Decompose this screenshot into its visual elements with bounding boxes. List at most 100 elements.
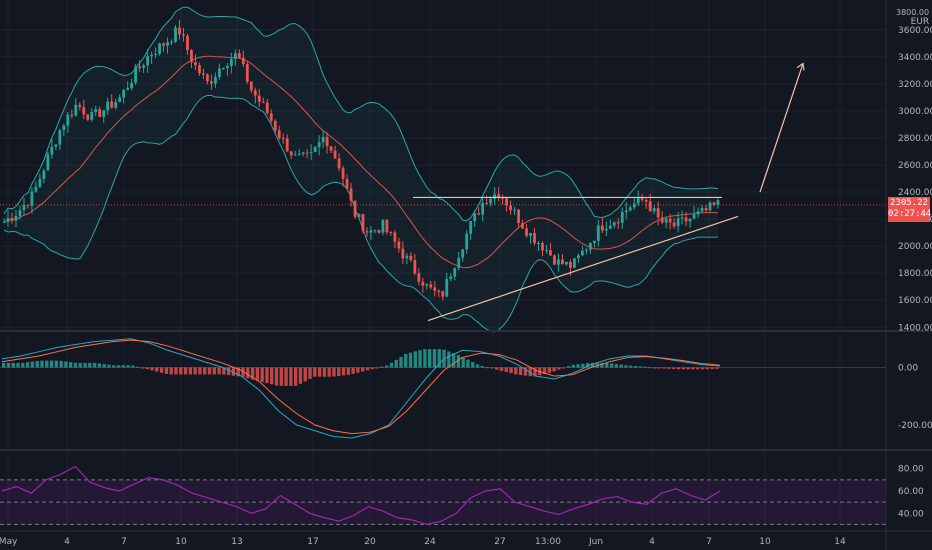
macd-histogram-bar: [404, 353, 408, 368]
candle-body: [269, 113, 273, 121]
macd-histogram-bar: [394, 359, 398, 368]
bollinger-upper: [3, 6, 719, 222]
trend-drawings[interactable]: [0, 62, 886, 322]
candle-body: [178, 27, 181, 35]
candle-body: [313, 147, 317, 153]
price-axis-label: 3600.00: [898, 26, 932, 36]
candle-body: [70, 114, 74, 116]
macd-axis-label: 0.00: [898, 364, 918, 374]
macd-histogram-bar: [547, 367, 552, 373]
macd-histogram-bar: [203, 367, 207, 375]
macd-histogram-bar: [576, 364, 580, 368]
candle-body: [221, 68, 225, 70]
price-axis-label: 1400.00: [898, 323, 932, 333]
macd-indicator[interactable]: [0, 338, 886, 439]
candle-body: [217, 68, 221, 77]
rsi-indicator[interactable]: [1, 465, 721, 526]
price-axis-label: 1800.00: [898, 269, 932, 279]
macd-histogram-bar: [40, 360, 44, 368]
candle-body: [134, 66, 138, 83]
candle-body: [126, 88, 130, 91]
candle-body: [696, 211, 700, 215]
macd-histogram-bar: [274, 367, 279, 386]
candle-body: [150, 54, 153, 57]
macd-histogram-bar: [92, 362, 97, 368]
candle-body: [505, 198, 508, 206]
macd-histogram-bar: [131, 365, 135, 368]
macd-histogram-bar: [64, 361, 68, 368]
candle-body: [716, 200, 720, 205]
candle-body: [297, 153, 301, 155]
candle-body: [660, 217, 664, 223]
macd-histogram-bar: [495, 367, 499, 370]
candle-body: [545, 250, 548, 252]
time-axis-label: 17: [307, 537, 318, 547]
macd-histogram-bar: [466, 359, 470, 368]
macd-histogram-bar: [413, 351, 418, 368]
macd-histogram-bar: [21, 362, 25, 368]
time-axis-label: 4: [64, 537, 70, 547]
macd-histogram-bar: [25, 362, 30, 368]
candle-body: [433, 287, 437, 291]
price-axis[interactable]: 3600.00 3400.00 3200.00 3000.00 2800.00 2600.…: [898, 26, 932, 520]
candle-body: [281, 138, 285, 140]
candle-body: [58, 130, 62, 145]
macd-histogram-bar: [499, 367, 504, 371]
macd-histogram-bar: [600, 362, 604, 368]
macd-histogram-bar: [59, 360, 63, 368]
candle-body: [30, 191, 34, 206]
macd-histogram-bar: [437, 349, 441, 368]
candle-body: [533, 232, 536, 244]
candle-body: [361, 214, 365, 232]
macd-histogram-bar: [428, 349, 432, 368]
macd-histogram-bar: [298, 367, 303, 384]
candle-body: [6, 218, 10, 222]
candle-body: [712, 202, 716, 205]
macd-histogram-bar: [341, 367, 346, 376]
macd-histogram-bar: [332, 367, 336, 377]
candle-body: [437, 290, 441, 292]
candle-body: [521, 223, 524, 229]
candle-body: [241, 57, 245, 65]
price-candles[interactable]: [2, 20, 720, 301]
last-price-value: 2305.22: [890, 198, 928, 208]
candle-body: [22, 204, 26, 211]
candle-body: [2, 221, 6, 223]
projection-arrow-shaft: [759, 63, 804, 193]
bollinger-fill: [3, 7, 719, 332]
candle-body: [632, 203, 636, 208]
macd-histogram-bar: [633, 365, 638, 368]
candle-body: [114, 101, 118, 108]
candle-body: [652, 208, 656, 212]
candle-body: [553, 255, 556, 265]
candle-body: [449, 276, 453, 279]
price-axis-label: 2000.00: [898, 242, 932, 252]
candle-body: [321, 136, 325, 143]
candle-body: [421, 281, 425, 286]
candle-body: [142, 65, 146, 68]
macd-histogram-bar: [116, 365, 121, 368]
candle-body: [708, 202, 712, 211]
time-axis-label: 27: [494, 537, 505, 547]
macd-histogram-bar: [250, 367, 255, 380]
candle-body: [561, 259, 564, 265]
macd-histogram-bar: [504, 367, 508, 373]
candle-body: [333, 150, 337, 159]
macd-histogram-bar: [456, 355, 461, 368]
candle-body: [700, 207, 704, 212]
candle-body: [405, 255, 409, 259]
candle-body: [549, 250, 552, 256]
candle-body: [106, 101, 110, 111]
time-axis[interactable]: May 4 7 10 13 17 20 24 27 13:00 Jun 4 7 10 14: [0, 530, 932, 547]
candle-body: [644, 199, 648, 202]
macd-histogram-bar: [2, 362, 6, 368]
macd-histogram-bar: [557, 367, 561, 370]
macd-histogram-bar: [327, 367, 331, 377]
candle-body: [612, 222, 616, 226]
candle-body: [345, 178, 349, 189]
signal-line: [1, 339, 721, 435]
macd-histogram-bar: [662, 367, 666, 369]
macd-histogram-bar: [643, 366, 647, 368]
